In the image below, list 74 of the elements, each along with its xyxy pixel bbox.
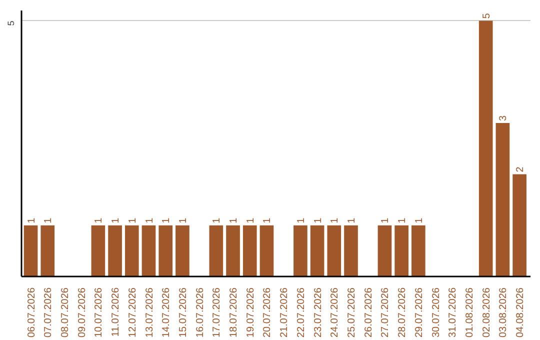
x-tick-label: 07.07.2026: [43, 287, 54, 338]
bar: [496, 123, 510, 276]
data-label: 1: [296, 217, 307, 224]
data-label: 3: [498, 115, 510, 122]
x-tick-label: 17.07.2026: [212, 287, 223, 338]
bar: [412, 225, 426, 276]
bar: [310, 225, 324, 276]
x-tick-label: 15.07.2026: [178, 287, 189, 338]
bar: [124, 225, 139, 276]
x-tick-label: 01.08.2026: [464, 287, 476, 338]
data-label: 1: [43, 217, 54, 224]
bar: [91, 225, 106, 276]
x-tick-label: 02.08.2026: [481, 287, 492, 338]
x-tick-label: 06.07.2026: [26, 287, 38, 338]
x-tick-label: 31.07.2026: [448, 287, 459, 338]
data-label: 1: [228, 217, 240, 224]
bar: [40, 225, 55, 276]
data-label: 1: [212, 217, 223, 224]
data-label: 2: [515, 166, 526, 172]
bar: [24, 225, 38, 276]
bar: [260, 225, 274, 276]
x-tick-label: 27.07.2026: [380, 287, 392, 338]
x-tick-label: 30.07.2026: [430, 287, 442, 338]
x-tick-label: 24.07.2026: [330, 287, 341, 338]
data-label: 1: [178, 217, 189, 224]
data-label: 1: [94, 217, 105, 224]
x-tick-label: 19.07.2026: [245, 287, 256, 338]
x-tick-label: 21.07.2026: [279, 287, 290, 338]
data-label: 1: [144, 217, 156, 224]
data-label: 5: [481, 12, 492, 19]
x-tick-label: 14.07.2026: [161, 287, 172, 338]
data-label: 1: [414, 217, 425, 224]
x-tick-label: 20.07.2026: [262, 287, 274, 338]
data-label: 1: [380, 217, 392, 224]
x-tick-label: 09.07.2026: [76, 287, 88, 338]
data-label: 1: [26, 217, 38, 224]
bar: [108, 225, 122, 276]
data-label: 1: [330, 217, 341, 224]
bar: [242, 225, 257, 276]
bar: [378, 225, 392, 276]
x-tick-label: 26.07.2026: [363, 287, 374, 338]
bar: [294, 225, 308, 276]
data-label: 1: [397, 217, 408, 224]
data-label: 1: [127, 217, 138, 224]
x-tick-label: 25.07.2026: [346, 287, 358, 338]
data-label: 1: [110, 217, 122, 224]
bar: [512, 174, 526, 276]
data-label: 1: [161, 217, 172, 224]
bar: [158, 225, 173, 276]
x-tick-label: 03.08.2026: [498, 287, 510, 338]
x-tick-label: 13.07.2026: [144, 287, 156, 338]
bar: [394, 225, 408, 276]
bar: [327, 225, 342, 276]
bar: [209, 225, 224, 276]
x-tick-label: 11.07.2026: [110, 287, 122, 337]
bar: [344, 225, 358, 276]
bar: [226, 225, 240, 276]
data-label: 1: [245, 217, 256, 224]
x-tick-label: 16.07.2026: [194, 287, 206, 338]
x-tick-label: 18.07.2026: [228, 287, 240, 338]
data-label: 1: [262, 217, 274, 224]
x-tick-label: 29.07.2026: [414, 287, 425, 338]
x-tick-label: 12.07.2026: [127, 287, 138, 338]
x-tick-label: 28.07.2026: [397, 287, 408, 338]
bar: [176, 225, 190, 276]
x-tick-label: 04.08.2026: [515, 287, 526, 338]
bar: [142, 225, 156, 276]
bar: [478, 20, 493, 276]
x-tick-label: 08.07.2026: [60, 287, 71, 338]
data-label: 1: [312, 217, 324, 224]
x-tick-label: 23.07.2026: [312, 287, 324, 338]
x-tick-label: 10.07.2026: [94, 287, 105, 338]
x-tick-label: 22.07.2026: [296, 287, 307, 338]
data-label: 1: [346, 217, 358, 224]
